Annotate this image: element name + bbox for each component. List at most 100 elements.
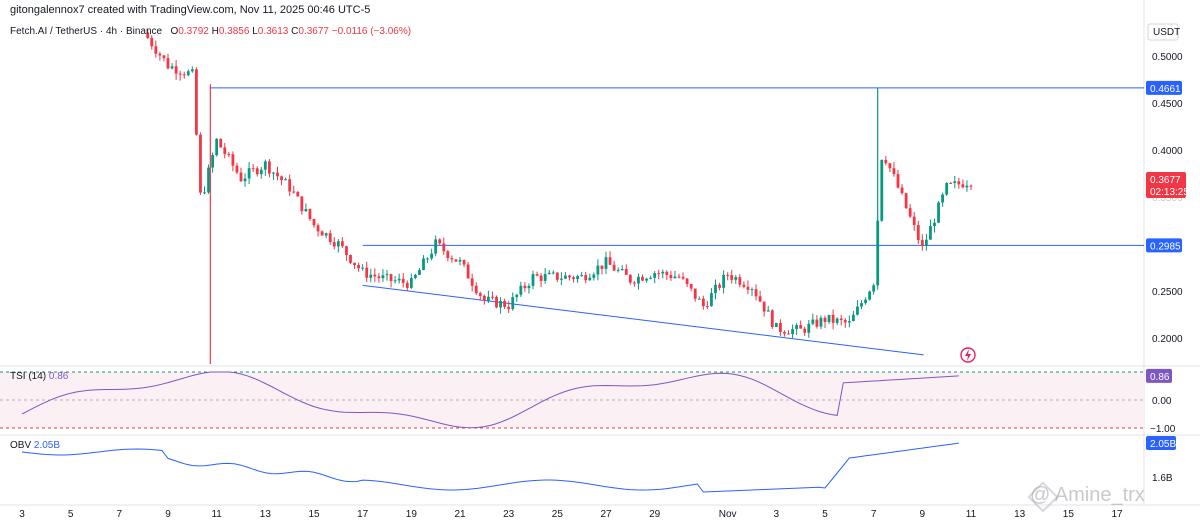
candle-body (568, 275, 571, 278)
candle (207, 164, 210, 194)
tsi-value-tag-bg (1146, 368, 1172, 383)
candle-body (174, 66, 178, 74)
time-tick-label: 7 (117, 509, 123, 520)
candle (961, 179, 965, 189)
candle (799, 320, 803, 329)
candle-body (827, 314, 831, 323)
candle-body (458, 260, 462, 262)
candle (807, 319, 811, 338)
candle (795, 323, 799, 335)
candle-body (856, 306, 859, 315)
candle (628, 274, 632, 285)
candle-body (920, 240, 924, 246)
candle (685, 277, 689, 288)
candle (884, 156, 888, 166)
candle (677, 273, 681, 279)
candle-body (811, 319, 815, 324)
candle-body (847, 321, 851, 323)
tsi-tick-label: −1.00 (1150, 424, 1176, 435)
candle-body (693, 288, 697, 299)
candle-body (839, 318, 843, 321)
candle (353, 262, 356, 269)
candle (965, 180, 969, 192)
candle (904, 192, 908, 209)
candle (819, 315, 823, 330)
candle-body (539, 275, 543, 281)
high-label: H (211, 26, 219, 37)
chart-credit: gitongalennox7 created with TradingView.… (10, 4, 371, 16)
candle (231, 151, 235, 172)
trendline[interactable] (362, 284, 924, 356)
candle-body (308, 208, 312, 220)
candle-body (551, 272, 555, 274)
candle (856, 300, 859, 316)
candle-body (653, 273, 657, 278)
low-value: 0.3613 (257, 26, 289, 37)
candle-body (199, 134, 202, 193)
candle (255, 166, 259, 177)
candle (762, 301, 766, 317)
candle (251, 164, 255, 173)
candle-body (924, 239, 928, 246)
candle-body (722, 274, 726, 288)
candle (393, 276, 397, 284)
candle (405, 280, 409, 291)
time-tick-label: Nov (719, 509, 737, 520)
candle (920, 234, 924, 251)
candle-body (576, 276, 580, 280)
time-tick-label: 17 (1111, 509, 1123, 520)
candle-body (778, 322, 782, 332)
candle-body (941, 194, 945, 203)
candle-body (255, 168, 259, 175)
time-tick-label: 15 (308, 509, 320, 520)
candle-body (276, 172, 279, 177)
candle-body (791, 329, 794, 335)
candle-body (624, 269, 628, 275)
candle (458, 257, 462, 266)
candle-body (888, 163, 892, 169)
candle-body (718, 284, 721, 288)
candle-body (908, 208, 912, 217)
candle (215, 137, 219, 157)
candle (641, 274, 644, 282)
time-tick-label: 27 (600, 509, 612, 520)
candle-body (884, 159, 888, 164)
flash-icon-ring[interactable] (960, 347, 976, 363)
candle-body (304, 208, 308, 212)
candle-body (783, 331, 786, 334)
candle (783, 330, 786, 337)
candle (900, 184, 904, 195)
candle (203, 186, 206, 195)
candle (669, 270, 673, 281)
time-tick-label: 5 (822, 509, 828, 520)
candle (568, 274, 571, 281)
flash-icon[interactable] (960, 347, 976, 363)
candle (430, 248, 434, 261)
candle-body (572, 277, 575, 280)
candle (438, 238, 442, 246)
candle (495, 295, 498, 309)
candle-body (166, 58, 170, 69)
candle-body (397, 278, 401, 281)
candle-body (531, 274, 535, 286)
candle-body (259, 169, 263, 175)
candle-body (247, 168, 251, 179)
candle (328, 230, 332, 245)
candle (888, 162, 892, 173)
candle (267, 159, 271, 178)
candle-body (823, 317, 827, 323)
candle (434, 235, 438, 257)
candle (734, 274, 738, 284)
horizontal-levels[interactable] (210, 87, 1144, 356)
price-tick-label: 0.5000 (1152, 52, 1183, 63)
currency-box[interactable] (1147, 23, 1179, 41)
candle (308, 208, 312, 221)
candle (304, 203, 308, 213)
candle (442, 237, 446, 255)
candle (653, 271, 657, 284)
candle (872, 283, 876, 295)
candle (259, 167, 263, 179)
candle (616, 267, 620, 273)
candle-body (710, 293, 713, 307)
